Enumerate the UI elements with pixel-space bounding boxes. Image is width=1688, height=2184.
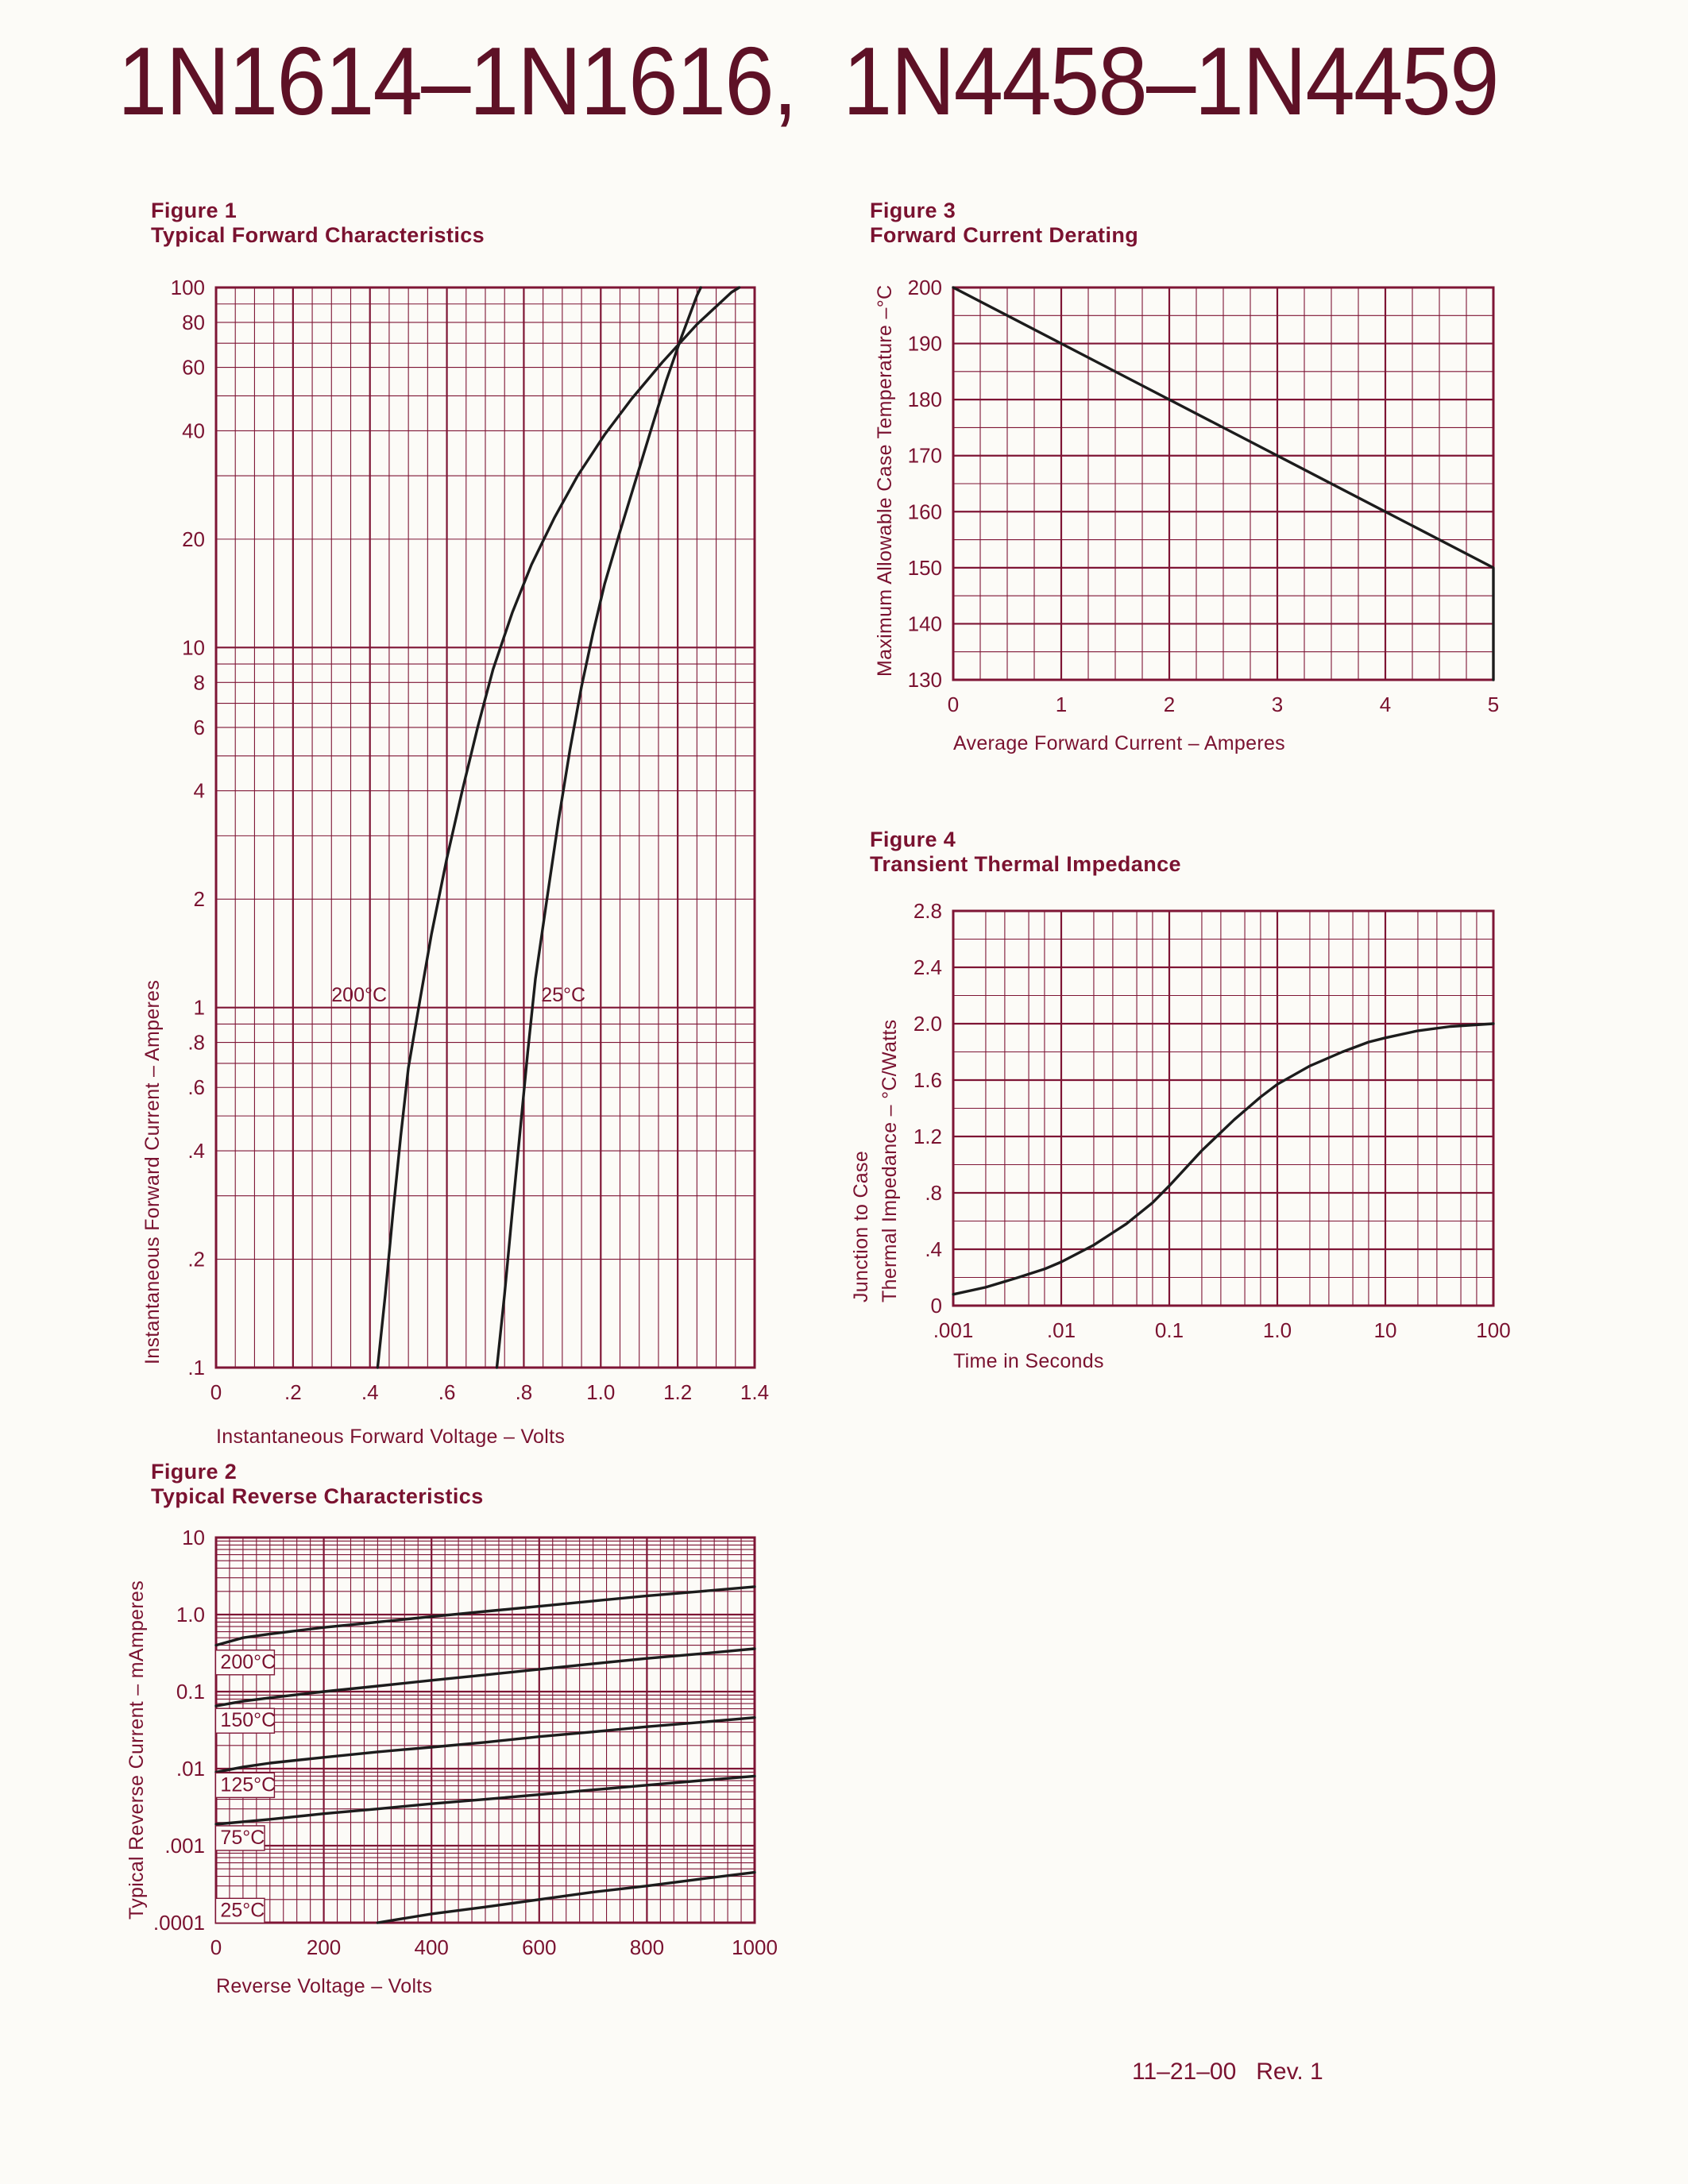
figure-2-label: Figure 2 — [151, 1460, 238, 1484]
figure-4-chart: 2.8 2.4 2.0 1.6 1.2 .8 .4 0.001 .01 0.1 1.0 10 100 Ti… — [850, 899, 1511, 1372]
page-title: 1N1614–1N1616, 1N4458–1N4459 — [118, 27, 1500, 135]
figure-3-label: Figure 3 — [870, 199, 956, 222]
svg-text:100: 100 — [1476, 1318, 1510, 1342]
svg-text:1000: 1000 — [732, 1935, 778, 1959]
svg-text:1.4: 1.4 — [740, 1380, 769, 1404]
svg-text:180: 180 — [908, 388, 942, 411]
svg-text:40: 40 — [182, 419, 205, 442]
figure-3-subtitle: Forward Current Derating — [870, 223, 1139, 247]
svg-text:1.0: 1.0 — [586, 1380, 615, 1404]
svg-text:160: 160 — [908, 500, 942, 523]
svg-text:.8: .8 — [187, 1031, 205, 1055]
svg-text:Reverse Voltage – Volts: Reverse Voltage – Volts — [216, 1975, 432, 1997]
svg-text:0: 0 — [211, 1935, 222, 1959]
svg-text:.4: .4 — [361, 1380, 379, 1404]
figure-1-subtitle: Typical Forward Characteristics — [151, 223, 485, 247]
svg-text:1.2: 1.2 — [914, 1125, 942, 1148]
svg-text:600: 600 — [522, 1935, 556, 1959]
svg-text:140: 140 — [908, 612, 942, 635]
svg-text:.001: .001 — [164, 1834, 205, 1858]
svg-text:0: 0 — [211, 1380, 222, 1404]
svg-text:10: 10 — [182, 1526, 205, 1549]
svg-text:200°C: 200°C — [331, 984, 387, 1006]
svg-text:1: 1 — [1056, 693, 1067, 716]
svg-text:.8: .8 — [925, 1181, 942, 1205]
svg-text:.4: .4 — [925, 1237, 942, 1261]
svg-text:1.6: 1.6 — [914, 1068, 942, 1092]
svg-text:.001: .001 — [933, 1318, 974, 1342]
figure-3-chart: 200 190 180 170 160 150 140 130 0 1 2 3 4 5 Average Fo… — [874, 276, 1499, 754]
svg-text:.01: .01 — [1047, 1318, 1076, 1342]
svg-text:0: 0 — [948, 693, 959, 716]
svg-text:20: 20 — [182, 527, 205, 551]
svg-text:Average Forward Current – Ampe: Average Forward Current – Amperes — [953, 732, 1285, 754]
svg-text:6: 6 — [194, 716, 205, 739]
figure-2-chart: 200°C 150°C 125°C 75°C 25°C 10 1.0 0.1 .01 .001 .0… — [126, 1526, 778, 1997]
svg-text:800: 800 — [630, 1935, 664, 1959]
svg-text:150: 150 — [908, 556, 942, 580]
svg-text:0.1: 0.1 — [176, 1680, 205, 1704]
figure-4-header: Figure 4 Transient Thermal Impedance — [870, 828, 1181, 877]
svg-text:170: 170 — [908, 444, 942, 468]
svg-text:8: 8 — [194, 670, 205, 694]
svg-text:25°C: 25°C — [541, 984, 585, 1006]
svg-text:200°C: 200°C — [220, 1651, 276, 1673]
svg-text:.2: .2 — [187, 1248, 205, 1271]
svg-text:75°C: 75°C — [220, 1827, 265, 1849]
figure-4-subtitle: Transient Thermal Impedance — [870, 852, 1181, 876]
svg-text:.6: .6 — [187, 1075, 205, 1099]
svg-text:4: 4 — [194, 779, 205, 803]
svg-text:.1: .1 — [187, 1356, 205, 1379]
svg-text:1.2: 1.2 — [663, 1380, 692, 1404]
svg-text:2.4: 2.4 — [914, 955, 942, 979]
svg-text:100: 100 — [171, 276, 205, 299]
figure-2-subtitle: Typical Reverse Characteristics — [151, 1484, 484, 1508]
svg-text:0: 0 — [931, 1294, 942, 1318]
svg-text:1.0: 1.0 — [176, 1603, 205, 1626]
svg-text:10: 10 — [182, 635, 205, 659]
svg-text:Instantaneous Forward Current: Instantaneous Forward Current – Amperes — [141, 980, 164, 1364]
revision-note: 11–21–00 Rev. 1 — [1132, 2059, 1323, 2085]
figure-3-header: Figure 3 Forward Current Derating — [870, 199, 1138, 248]
svg-text:.01: .01 — [176, 1757, 205, 1781]
svg-text:3: 3 — [1272, 693, 1283, 716]
figure-4-label: Figure 4 — [870, 828, 956, 851]
svg-text:400: 400 — [415, 1935, 449, 1959]
svg-text:190: 190 — [908, 332, 942, 356]
svg-text:Typical Reverse Current – mAmp: Typical Reverse Current – mAmperes — [126, 1580, 148, 1920]
svg-text:.0001: .0001 — [153, 1911, 205, 1935]
svg-text:2.0: 2.0 — [914, 1012, 942, 1036]
svg-text:5: 5 — [1488, 693, 1499, 716]
svg-text:4: 4 — [1380, 693, 1391, 716]
svg-text:Thermal Impedance – °C/Watts: Thermal Impedance – °C/Watts — [879, 1020, 901, 1302]
svg-text:2.8: 2.8 — [914, 899, 942, 923]
svg-text:.2: .2 — [284, 1380, 302, 1404]
svg-text:2: 2 — [1164, 693, 1175, 716]
figure-1-chart: 200°C 25°C 100 80 60 40 20 10 8 6 4 2 1 .8 .6 .4 .2 .1 0 .2… — [141, 276, 769, 1448]
svg-text:2: 2 — [194, 887, 205, 911]
svg-text:80: 80 — [182, 311, 205, 334]
svg-text:150°C: 150°C — [220, 1709, 276, 1731]
svg-text:.4: .4 — [187, 1139, 205, 1163]
svg-text:.6: .6 — [438, 1380, 456, 1404]
svg-text:1.0: 1.0 — [1263, 1318, 1292, 1342]
svg-text:1: 1 — [194, 996, 205, 1020]
svg-text:10: 10 — [1374, 1318, 1397, 1342]
svg-text:0.1: 0.1 — [1155, 1318, 1184, 1342]
svg-text:.8: .8 — [516, 1380, 533, 1404]
figure-2-header: Figure 2 Typical Reverse Characteristics — [151, 1460, 484, 1509]
svg-text:125°C: 125°C — [220, 1773, 276, 1796]
svg-text:130: 130 — [908, 668, 942, 692]
svg-text:Junction to Case: Junction to Case — [850, 1151, 872, 1302]
figure-1-header: Figure 1 Typical Forward Characteristics — [151, 199, 485, 248]
svg-text:Maximum Allowable Case Tempera: Maximum Allowable Case Temperature –°C — [874, 285, 896, 677]
svg-text:25°C: 25°C — [220, 1899, 265, 1921]
figure-1-label: Figure 1 — [151, 199, 238, 222]
svg-text:200: 200 — [908, 276, 942, 299]
svg-text:60: 60 — [182, 356, 205, 380]
svg-text:200: 200 — [307, 1935, 341, 1959]
svg-text:Time in Seconds: Time in Seconds — [953, 1350, 1104, 1372]
svg-text:Instantaneous Forward Voltage: Instantaneous Forward Voltage – Volts — [216, 1426, 565, 1448]
